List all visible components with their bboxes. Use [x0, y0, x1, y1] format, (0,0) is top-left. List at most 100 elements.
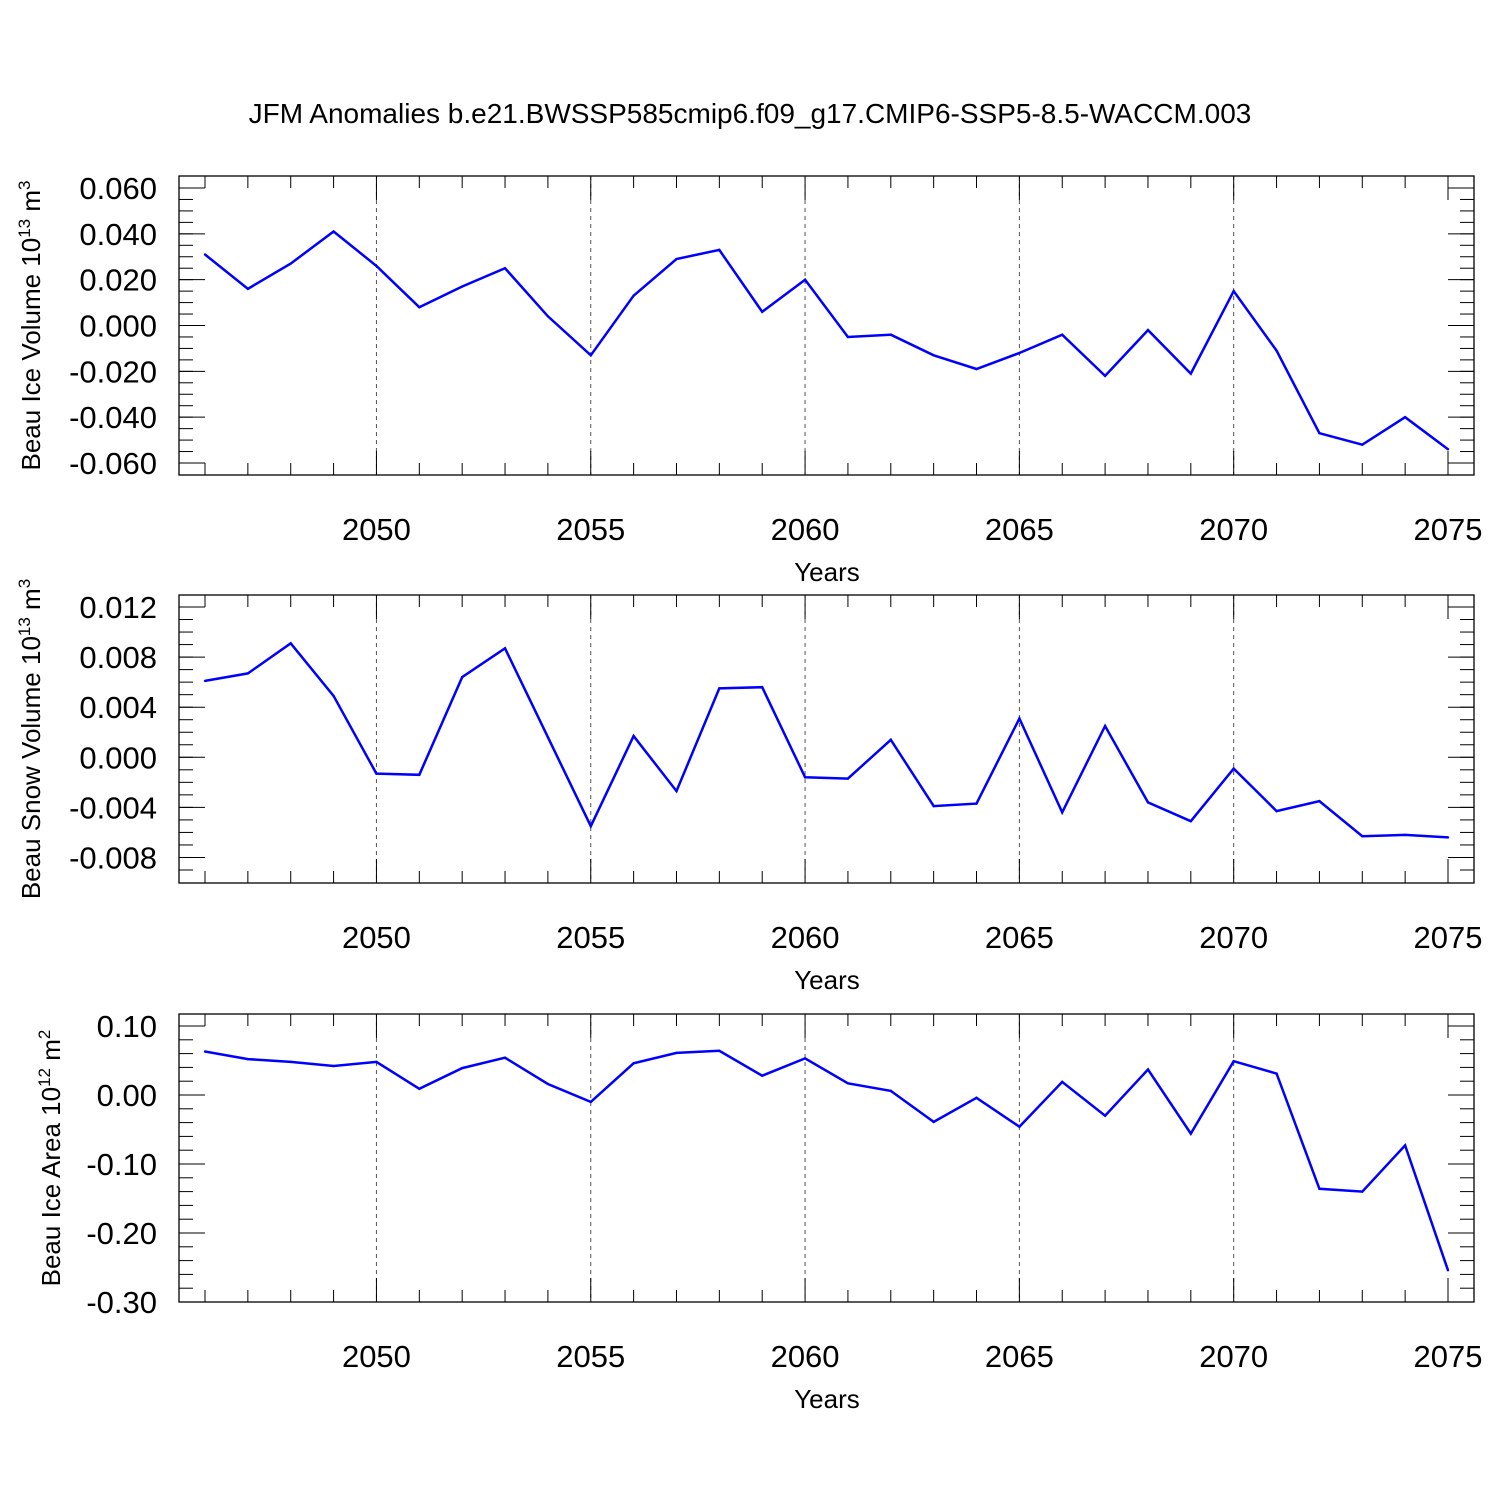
- data-point: [1361, 834, 1364, 838]
- y-axis-title-exponent: 13: [15, 219, 34, 238]
- data-point: [632, 734, 635, 738]
- data-point: [632, 1062, 635, 1065]
- data-point: [846, 1082, 850, 1085]
- y-tick-label: -0.20: [86, 1216, 157, 1251]
- data-point: [1232, 767, 1235, 770]
- x-tick-label: 2065: [985, 920, 1054, 955]
- plot-frame: [178, 1013, 1475, 1303]
- y-tick-label: 0.000: [79, 740, 157, 775]
- x-tick-label: 2060: [771, 512, 840, 547]
- y-tick-label: -0.008: [69, 840, 157, 875]
- data-point: [889, 738, 892, 741]
- x-axis-title: Years: [794, 557, 860, 587]
- data-point: [975, 802, 978, 805]
- panel-3: 0.10 0.00 -0.10 -0.20 -0.30 2050 2055 2060 2065 2…: [35, 1009, 1482, 1414]
- data-point: [803, 278, 807, 281]
- data-point: [1361, 443, 1364, 446]
- y-tick-label: 0.000: [79, 309, 157, 344]
- x-tick-label: 2075: [1414, 920, 1483, 955]
- data-point: [1018, 351, 1021, 355]
- y-tick-label: 0.012: [79, 590, 157, 625]
- data-point: [932, 354, 935, 357]
- data-point: [1361, 1190, 1364, 1193]
- x-axis-title: Years: [794, 1384, 860, 1414]
- y-axis-title-unit-exponent: 3: [15, 181, 34, 190]
- y-axis-title-unit-exponent: 2: [35, 1030, 54, 1039]
- data-point: [246, 1057, 250, 1061]
- data-point: [503, 267, 507, 270]
- panel-1: 0.060 0.040 0.020 0.000 -0.020 -0.040 -0.060 20…: [15, 171, 1482, 587]
- plot-frame: [178, 594, 1475, 884]
- data-point: [289, 262, 292, 265]
- y-axis-title-unit-exponent: 3: [15, 579, 34, 588]
- data-point: [675, 1051, 678, 1055]
- data-point: [975, 1096, 978, 1099]
- data-point: [889, 333, 892, 336]
- data-point: [589, 1100, 592, 1104]
- data-point: [546, 736, 550, 739]
- y-tick-label: 0.004: [79, 690, 157, 725]
- data-point: [1061, 1080, 1064, 1084]
- data-point: [1275, 1072, 1278, 1075]
- data-point: [1061, 811, 1064, 814]
- y-axis-title: Beau Snow Volume 1013 m3: [15, 579, 46, 899]
- data-point: [1403, 1144, 1407, 1147]
- y-tick-label: -0.004: [69, 790, 157, 825]
- x-tick-label: 2070: [1199, 920, 1268, 955]
- data-point: [1189, 1132, 1193, 1135]
- data-point: [1232, 1059, 1235, 1063]
- y-axis-title: Beau Ice Area 1012 m2: [35, 1030, 66, 1287]
- data-point: [889, 1089, 892, 1093]
- data-point: [1189, 372, 1193, 375]
- data-point: [1146, 1068, 1150, 1071]
- x-tick-label: 2050: [342, 512, 411, 547]
- y-axis-title-unit: m: [16, 588, 46, 617]
- data-point: [589, 354, 592, 357]
- data-point: [1275, 809, 1278, 813]
- x-tick-label: 2050: [342, 1339, 411, 1374]
- y-tick-label: 0.00: [97, 1078, 157, 1113]
- data-point: [1318, 1187, 1321, 1191]
- y-axis-title-exponent: 12: [35, 1068, 54, 1087]
- data-point: [846, 335, 850, 339]
- data-point: [503, 1056, 507, 1059]
- data-point: [203, 253, 207, 256]
- data-point: [718, 687, 721, 690]
- data-point: [932, 1120, 935, 1124]
- y-tick-label: -0.30: [86, 1285, 157, 1320]
- chart-title: JFM Anomalies b.e21.BWSSP585cmip6.f09_g1…: [248, 98, 1252, 129]
- data-point: [589, 824, 592, 828]
- data-point: [761, 685, 764, 689]
- data-point: [718, 248, 721, 252]
- panel-2: 0.012 0.008 0.004 0.000 -0.004 -0.008 2050 2055…: [15, 579, 1482, 995]
- y-axis-title-unit: m: [16, 190, 46, 219]
- data-point: [1103, 1114, 1107, 1117]
- y-tick-label: 0.10: [97, 1009, 157, 1044]
- x-tick-label: 2060: [771, 920, 840, 955]
- data-point: [418, 305, 421, 309]
- x-tick-label: 2075: [1414, 512, 1483, 547]
- data-point: [1232, 289, 1235, 293]
- data-point: [418, 1087, 421, 1090]
- series-line: [204, 229, 1449, 451]
- data-point: [675, 257, 678, 261]
- data-point: [1318, 799, 1321, 803]
- data-point: [632, 294, 635, 297]
- data-point: [1446, 448, 1450, 451]
- data-point: [289, 1060, 292, 1064]
- data-point: [1446, 836, 1450, 839]
- data-point: [1403, 833, 1407, 837]
- data-point: [460, 675, 464, 679]
- y-tick-label: -0.10: [86, 1147, 157, 1182]
- y-tick-label: -0.020: [69, 354, 157, 389]
- data-point: [1275, 349, 1278, 352]
- data-point: [375, 264, 378, 268]
- data-point: [932, 804, 935, 808]
- y-tick-label: 0.008: [79, 640, 157, 675]
- series-line: [204, 1049, 1450, 1271]
- x-tick-label: 2070: [1199, 512, 1268, 547]
- data-point: [1403, 415, 1407, 419]
- x-tick-label: 2050: [342, 920, 411, 955]
- data-point: [246, 672, 250, 675]
